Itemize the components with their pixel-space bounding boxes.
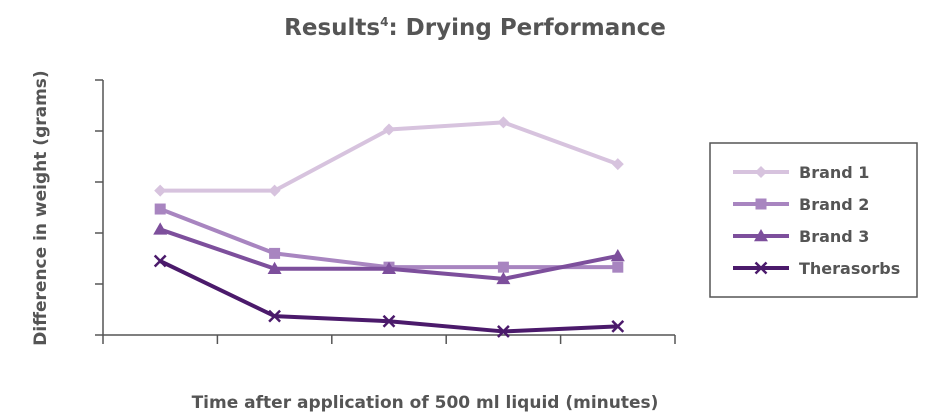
legend-marker-therasorbs — [754, 261, 768, 275]
data-point-brand-1 — [268, 184, 281, 197]
legend-label-brand-2: Brand 2 — [799, 195, 869, 214]
y-axis-label: Difference in weight (grams) — [31, 70, 51, 345]
series-layer — [153, 116, 625, 338]
data-point-brand-2 — [269, 247, 281, 259]
data-point-brand-1 — [154, 184, 167, 197]
axes — [95, 79, 676, 344]
data-point-brand-3 — [610, 248, 625, 262]
legend-item-brand-2: Brand 2 — [733, 195, 869, 214]
legend-marker-brand-2 — [755, 198, 767, 210]
x-marker-stroke — [268, 309, 281, 323]
data-point-therasorbs — [268, 309, 281, 323]
series-brand-1 — [154, 116, 624, 197]
data-point-therasorbs — [611, 319, 625, 333]
legend-label-brand-1: Brand 1 — [799, 163, 869, 182]
data-point-brand-1 — [611, 158, 624, 171]
data-point-brand-2 — [497, 261, 509, 273]
data-point-brand-2 — [612, 261, 624, 273]
data-point-therasorbs — [497, 325, 510, 338]
data-point-therasorbs — [153, 254, 167, 268]
data-point-brand-1 — [383, 123, 395, 136]
legend-item-brand-3: Brand 3 — [733, 227, 869, 246]
data-point-brand-3 — [267, 261, 282, 274]
data-point-brand-2 — [154, 203, 166, 215]
x-marker-stroke — [754, 261, 768, 275]
legend-marker-brand-1 — [755, 166, 767, 178]
x-marker-stroke — [153, 254, 167, 268]
data-point-brand-3 — [496, 271, 511, 285]
x-marker-stroke — [382, 314, 396, 328]
data-point-therasorbs — [382, 314, 396, 328]
data-point-brand-3 — [153, 222, 168, 235]
series-line-brand-2 — [159, 207, 618, 270]
data-point-brand-3 — [382, 261, 396, 274]
x-marker-stroke — [611, 319, 625, 333]
legend-item-therasorbs: Therasorbs — [733, 259, 900, 278]
legend-label-therasorbs: Therasorbs — [799, 259, 900, 278]
series-brand-3 — [153, 222, 625, 285]
data-point-brand-1 — [497, 116, 510, 129]
legend: Brand 1 Brand 2 Brand 3 Therasorbs — [709, 142, 918, 298]
legend-marker-brand-3 — [754, 229, 768, 242]
chart-title: Results4: Drying Performance — [284, 15, 666, 41]
x-marker-stroke — [497, 325, 510, 338]
x-axis-label: Time after application of 500 ml liquid … — [192, 393, 659, 413]
legend-box — [709, 142, 918, 298]
series-therasorbs — [153, 254, 625, 338]
legend-item-brand-1: Brand 1 — [733, 163, 869, 182]
legend-label-brand-3: Brand 3 — [799, 227, 869, 246]
